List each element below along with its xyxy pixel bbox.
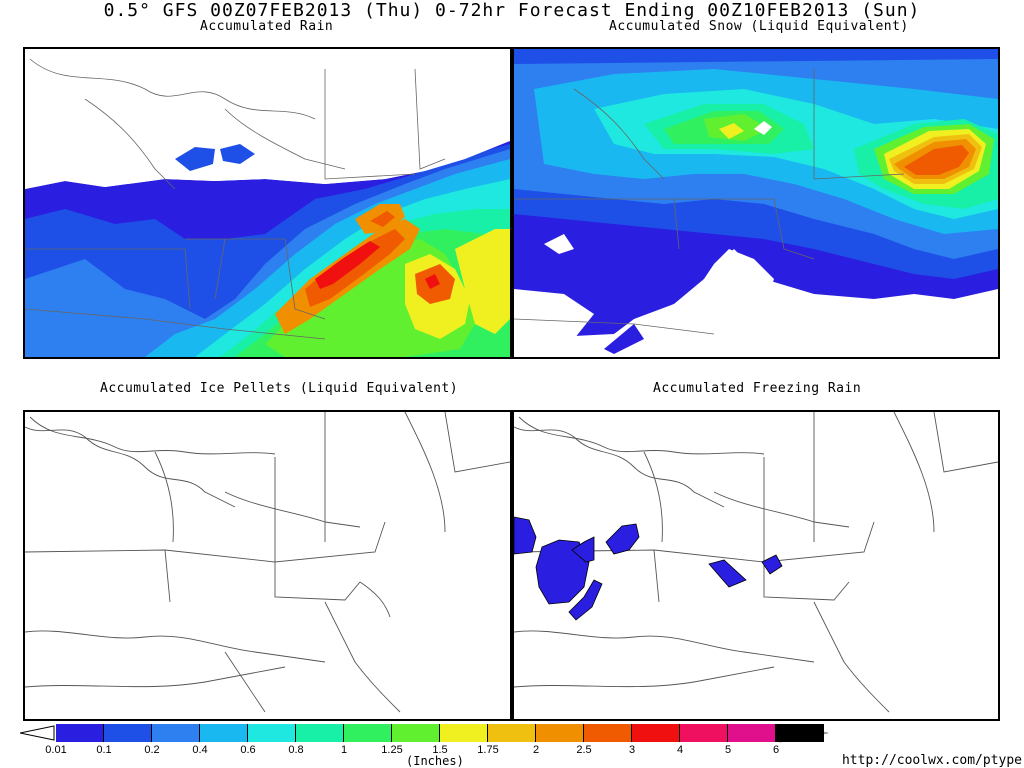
source-url: http://coolwx.com/ptype [841, 753, 1022, 768]
freezing-rain-contours [514, 516, 783, 621]
colorbar: (Inches) 0.01 0.1 0.2 0.4 0.6 0.8 1 1.25 1.5 1.75… [20, 724, 840, 768]
colorbar-swatch [536, 724, 584, 742]
colorbar-tick-label: 0.6 [240, 744, 256, 756]
rain-contours [25, 49, 510, 357]
colorbar-tick-label: 2.5 [576, 744, 592, 756]
panel-title-ice: Accumulated Ice Pellets (Liquid Equivale… [100, 381, 459, 396]
colorbar-tick-label: 0.1 [96, 744, 112, 756]
freezing-rain-borders [514, 412, 998, 713]
colorbar-tick-label: 2 [532, 744, 540, 756]
panel-title-rain: Accumulated Rain [200, 19, 334, 34]
colorbar-tick-label: 1.25 [381, 744, 403, 756]
colorbar-tick-label: 1.75 [477, 744, 499, 756]
panel-title-freezing: Accumulated Freezing Rain [653, 381, 862, 396]
rain-map-panel [23, 47, 512, 359]
panel-title-snow: Accumulated Snow (Liquid Equivalent) [609, 19, 909, 34]
colorbar-swatch [440, 724, 488, 742]
colorbar-swatch [680, 724, 728, 742]
colorbar-tick-label: 0.4 [192, 744, 208, 756]
map-title: 0.5° GFS 00Z07FEB2013 (Thu) 0-72hr Forec… [103, 0, 921, 21]
colorbar-swatch [584, 724, 632, 742]
colorbar-tick-label: 4 [676, 744, 684, 756]
freezing-rain-map-panel [512, 410, 1000, 721]
colorbar-swatch [728, 724, 776, 742]
rain-borders [25, 58, 446, 340]
colorbar-tick-label: 3 [628, 744, 636, 756]
snow-contours [514, 49, 998, 357]
colorbar-tick-label: 0.8 [288, 744, 304, 756]
colorbar-swatch [632, 724, 680, 742]
colorbar-swatch [344, 724, 392, 742]
colorbar-units: (Inches) [406, 754, 464, 768]
colorbar-tick-label: 5 [724, 744, 732, 756]
ice-pellets-borders [25, 412, 510, 713]
colorbar-swatch [152, 724, 200, 742]
colorbar-swatch [248, 724, 296, 742]
ice-pellets-map-panel [23, 410, 512, 721]
colorbar-swatch [296, 724, 344, 742]
colorbar-swatch [392, 724, 440, 742]
colorbar-left-arrow [20, 725, 55, 741]
colorbar-swatch [488, 724, 536, 742]
colorbar-swatch [200, 724, 248, 742]
colorbar-tick-label: 0.2 [144, 744, 160, 756]
colorbar-tick-label: 0.01 [45, 744, 67, 756]
colorbar-swatch [776, 724, 824, 742]
colorbar-swatch [104, 724, 152, 742]
snow-borders [514, 69, 905, 335]
colorbar-tick-label: 1 [340, 744, 348, 756]
snow-map-panel [512, 47, 1000, 359]
colorbar-tick-label: 1.5 [432, 744, 448, 756]
colorbar-tick-label: 6 [772, 744, 780, 756]
colorbar-swatch [56, 724, 104, 742]
